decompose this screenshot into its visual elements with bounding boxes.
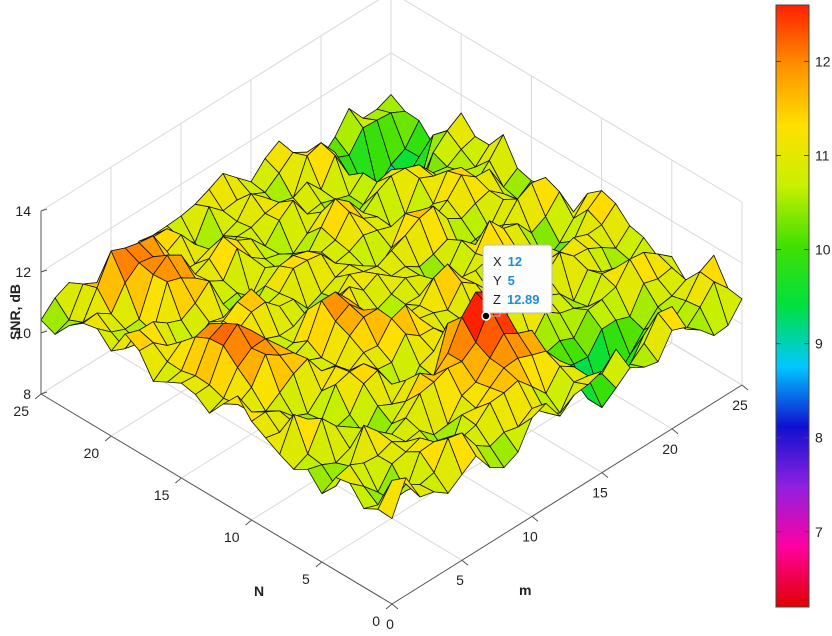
m-tick-mark: [461, 559, 469, 566]
svg-text:Y5: Y5: [493, 273, 515, 288]
colorbar-tick-label: 10: [815, 242, 831, 258]
colorbar: 7 8 9 10 11 12: [775, 4, 831, 608]
z-tick-mark: [40, 391, 48, 395]
m-tick-mark: [391, 603, 399, 610]
colorbar-tick-label: 7: [815, 524, 823, 540]
wall-gridline: [40, 0, 743, 212]
n-tick-label: 15: [154, 487, 170, 503]
datatip-z-value: 12.89: [507, 292, 540, 307]
axis-ticks: 8 10 12 14 0 5 10 15 20 25 0 5 10 15 20 25: [13, 203, 749, 632]
m-axis-line: [391, 384, 743, 605]
m-tick-label: 25: [732, 397, 748, 413]
datatip-x-label: X: [493, 254, 502, 269]
surface-facet: [377, 477, 407, 519]
m-tick-label: 20: [662, 441, 678, 457]
colorbar-tick-label: 12: [815, 53, 831, 69]
m-tick-label: 10: [522, 528, 538, 544]
datatip-marker: [481, 311, 491, 321]
colorbar-gradient: [775, 4, 810, 608]
z-axis-label: SNR, dB: [7, 284, 23, 340]
y-axis-label: N: [254, 583, 264, 599]
n-tick-mark: [315, 561, 323, 568]
z-tick-label: 10: [15, 325, 31, 341]
n-tick-mark: [385, 603, 393, 610]
z-tick-label: 8: [23, 386, 31, 402]
z-tick-label: 14: [15, 203, 31, 219]
datatip-z-label: Z: [493, 292, 501, 307]
wall-gridline: [40, 52, 743, 273]
n-tick-label: 20: [84, 445, 100, 461]
n-tick-mark: [104, 435, 112, 442]
svg-text:Z12.89: Z 12.89: [493, 292, 540, 307]
datatip-y-label: Y: [493, 273, 502, 288]
n-tick-mark: [175, 477, 182, 484]
z-tick-mark: [40, 330, 48, 334]
n-tick-mark: [34, 393, 42, 400]
n-tick-label: 0: [372, 613, 380, 629]
datatip-y-value: 5: [508, 273, 515, 288]
m-tick-mark: [601, 472, 609, 478]
snr-surface[interactable]: [40, 94, 743, 519]
n-axis-line: [40, 393, 393, 605]
colorbar-tick-label: 9: [815, 336, 823, 352]
m-tick-mark: [531, 516, 539, 522]
datatip-x-value: 12: [508, 254, 522, 269]
n-tick-mark: [245, 519, 252, 526]
z-tick-mark: [40, 269, 48, 273]
colorbar-tick-label: 8: [815, 430, 823, 446]
m-tick-mark: [741, 384, 749, 391]
z-tick-label: 12: [15, 264, 31, 280]
m-tick-mark: [671, 428, 679, 435]
datatip-box: [482, 244, 553, 314]
m-tick-label: 5: [456, 572, 464, 588]
m-tick-label: 15: [592, 485, 608, 501]
z-tick-mark: [40, 208, 48, 212]
colorbar-tick-label: 11: [815, 148, 830, 164]
m-tick-label: 0: [386, 616, 394, 631]
n-tick-label: 25: [13, 403, 29, 419]
svg-text:X12: X 12: [493, 254, 522, 269]
n-tick-label: 10: [224, 529, 240, 545]
n-tick-label: 5: [302, 571, 310, 587]
x-axis-label: m: [519, 582, 531, 598]
